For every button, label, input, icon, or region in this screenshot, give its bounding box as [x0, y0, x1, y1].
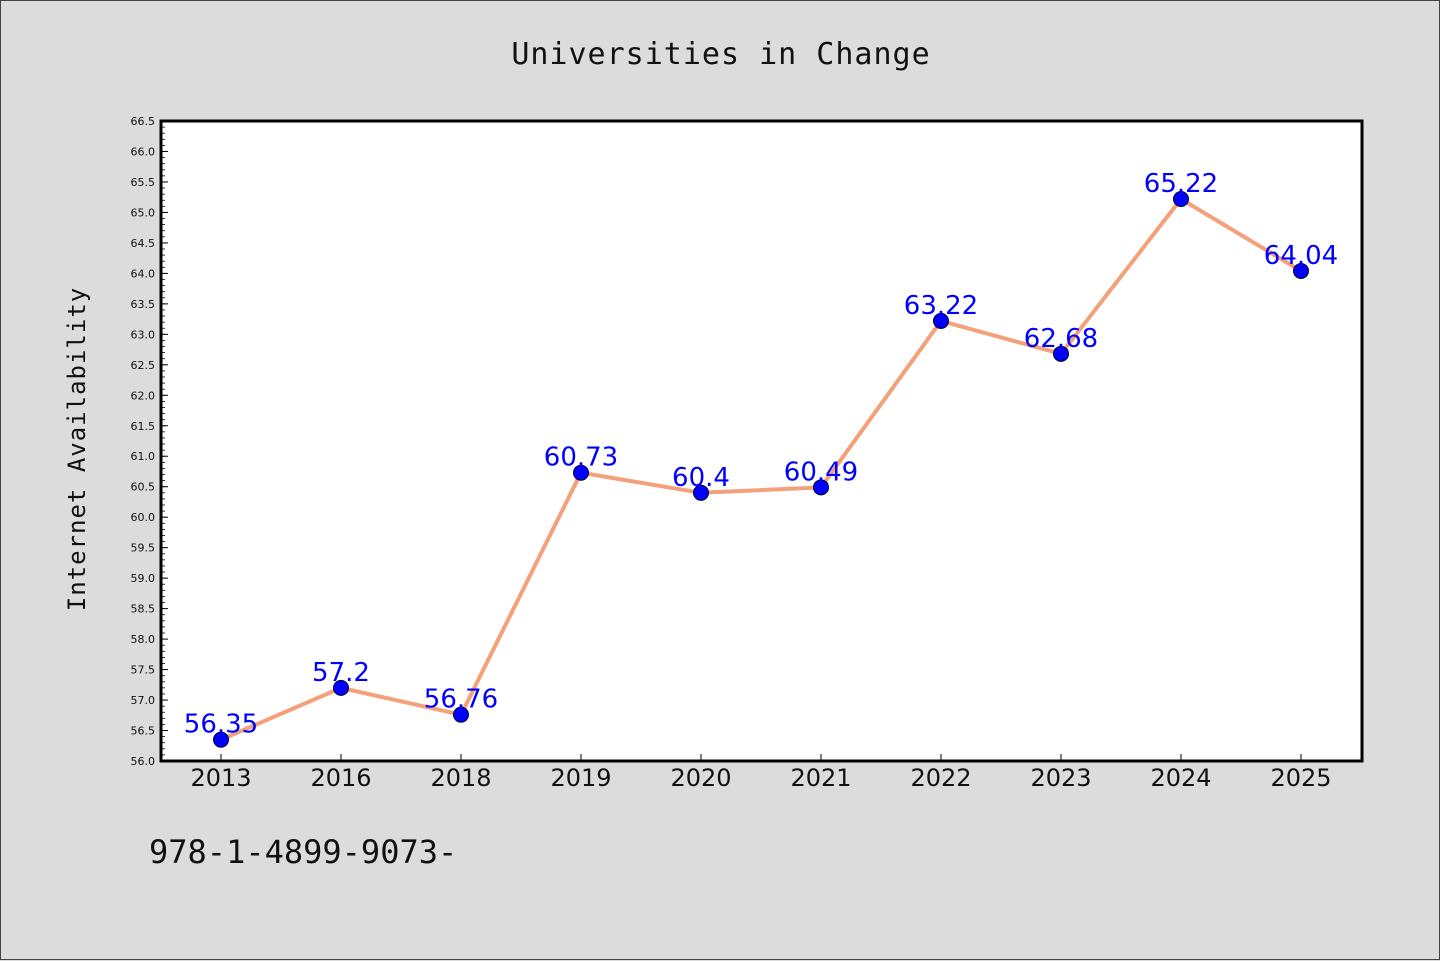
data-labels: 56.35 57.2 56.76 60.73 60.4 60.49 63.22 62.68 65… [184, 169, 1338, 740]
x-tick-label: 2025 [1270, 764, 1331, 792]
y-tick-label: 66.0 [131, 145, 156, 158]
y-tick-label: 65.5 [131, 176, 156, 189]
y-tick-label: 62.5 [131, 359, 156, 372]
y-axis: 56.0 56.5 57.0 57.5 58.0 58.5 59.0 59.5 60.0 60.5… [131, 115, 168, 768]
y-tick-label: 65.0 [131, 206, 156, 219]
data-point-2019 [573, 464, 589, 481]
x-tick-label: 2022 [910, 764, 971, 792]
y-tick-label: 64.5 [131, 237, 156, 250]
series-group [213, 191, 1309, 748]
data-label: 60.73 [544, 443, 618, 473]
y-axis-label: Internet Availability [63, 287, 91, 611]
y-tick-label: 56.0 [131, 755, 156, 768]
y-tick-label: 63.5 [131, 298, 156, 311]
plot-area [159, 119, 1364, 763]
y-tick-label: 61.5 [131, 420, 156, 433]
y-tick-label: 64.0 [131, 267, 156, 280]
x-tick-label: 2020 [670, 764, 731, 792]
data-point-2016 [333, 679, 349, 696]
y-tick-label: 57.5 [131, 664, 156, 677]
y-tick-label: 58.5 [131, 603, 156, 616]
y-tick-label: 57.0 [131, 694, 156, 707]
data-label: 65.22 [1144, 169, 1218, 199]
chart-title: Universities in Change [511, 37, 930, 72]
y-tick-label: 66.5 [131, 115, 156, 128]
y-tick-label: 59.0 [131, 572, 156, 585]
x-tick-label: 2018 [430, 764, 491, 792]
series-line [220, 197, 1303, 742]
y-tick-label: 58.0 [131, 633, 156, 646]
data-point-2013 [213, 731, 229, 748]
x-tick-label: 2024 [1150, 764, 1211, 792]
data-label: 62.68 [1024, 324, 1098, 354]
y-tick-label: 56.5 [131, 725, 156, 738]
data-point-2018 [453, 706, 469, 723]
data-label: 64.04 [1264, 241, 1338, 271]
x-axis: 2013 2016 2018 2019 2020 2021 2022 2023 2024 2025 [190, 754, 1332, 792]
y-tick-label: 59.5 [131, 542, 156, 555]
x-tick-label: 2021 [790, 764, 851, 792]
data-point-2020 [693, 484, 709, 501]
x-tick-label: 2019 [550, 764, 611, 792]
data-label: 60.49 [784, 457, 858, 487]
data-label: 57.2 [312, 658, 370, 688]
data-label: 56.35 [184, 710, 258, 740]
x-tick-label: 2013 [190, 764, 251, 792]
data-point-2024 [1173, 191, 1189, 208]
x-tick-label: 2016 [310, 764, 371, 792]
data-point-2021 [813, 479, 829, 496]
y-tick-label: 63.0 [131, 328, 156, 341]
data-label: 56.76 [424, 685, 498, 715]
data-point-2022 [933, 312, 949, 329]
y-tick-label: 60.5 [131, 481, 156, 494]
y-tick-label: 62.0 [131, 389, 156, 402]
data-point-2025 [1293, 262, 1309, 279]
y-tick-label: 60.0 [131, 511, 156, 524]
data-point-2023 [1053, 345, 1069, 362]
data-label: 63.22 [904, 291, 978, 321]
y-tick-label: 61.0 [131, 450, 156, 463]
data-label: 60.4 [672, 463, 730, 493]
footer-code: 978-1-4899-9073- [149, 833, 458, 871]
x-tick-label: 2023 [1030, 764, 1091, 792]
